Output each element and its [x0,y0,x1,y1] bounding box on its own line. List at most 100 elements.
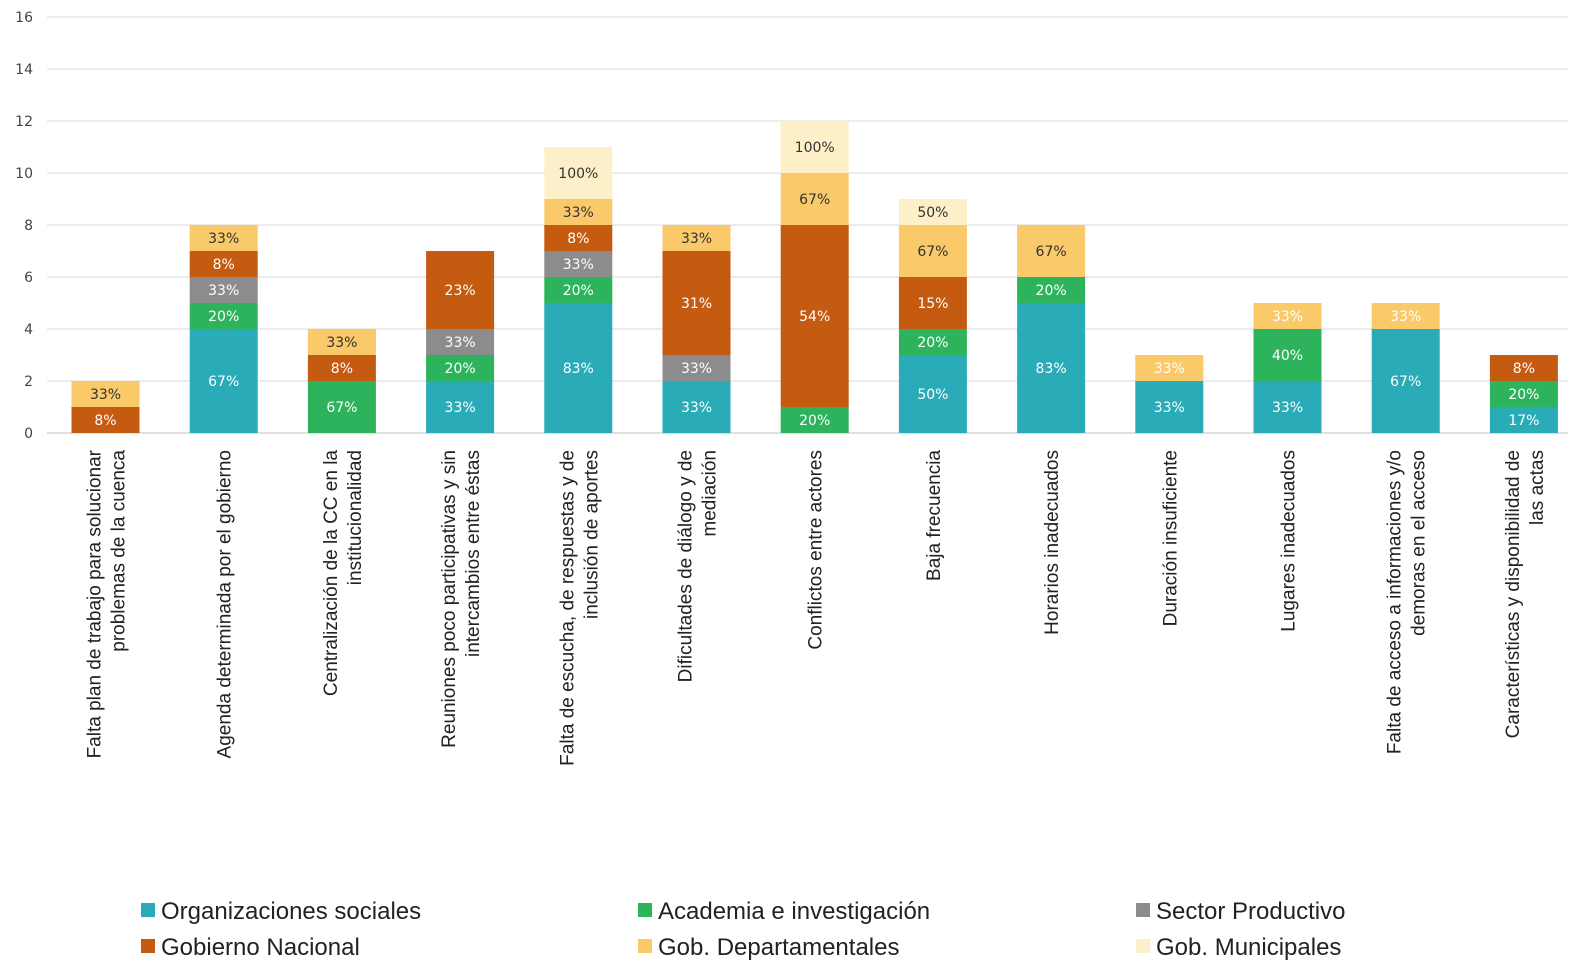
legend-label: Organizaciones sociales [161,898,421,925]
segment-label: 67% [1390,374,1421,390]
bar-segment [1489,407,1558,433]
bar-segment [780,225,849,407]
segment-label: 40% [1272,348,1303,364]
bar-segment [780,121,849,173]
segment-label: 33% [563,205,594,221]
bar-segment [544,225,613,251]
segment-label: 20% [445,361,476,377]
category-label: institucionalidad [345,450,366,585]
bar-segments [71,121,1558,433]
segment-label: 67% [208,374,239,390]
bar-segment [1135,381,1204,433]
segment-label: 8% [567,231,589,247]
bar-segment [426,329,495,355]
segment-label: 33% [1390,309,1421,325]
y-axis-tick-labels: 0 2 4 6 8 10 12 14 16 [15,10,33,442]
segment-label: 33% [1154,400,1185,416]
y-tick-label: 10 [15,166,33,182]
bar-segment [426,381,495,433]
bar-segment [662,381,731,433]
segment-label: 33% [445,335,476,351]
legend-label: Gob. Municipales [1156,934,1341,961]
segment-label: 20% [917,335,948,351]
bar-segment [780,407,849,433]
category-label: las actas [1527,450,1548,525]
bar-segment [1371,303,1440,329]
legend-label: Academia e investigación [658,898,930,925]
category-label: inclusión de aportes [581,450,602,619]
segment-label: 31% [681,296,712,312]
category-label: demoras en el acceso [1409,450,1430,636]
category-label: Falta de acceso a informaciones y/o [1385,450,1406,754]
bar-segment [662,251,731,355]
bar-segment [189,225,258,251]
bar-segment [189,303,258,329]
bar-segment [898,329,967,355]
bar-segment [1253,329,1322,381]
bar-segment [307,329,376,355]
bar-segment [662,225,731,251]
segment-label: 20% [1036,283,1067,299]
bar-segment [307,355,376,381]
legend-label: Gobierno Nacional [161,934,360,961]
segment-label: 100% [558,166,598,182]
y-tick-label: 16 [15,10,33,26]
bar-segment [1017,225,1086,277]
bar-segment [1253,381,1322,433]
category-label: Horarios inadecuados [1042,450,1063,635]
segment-label: 33% [90,387,121,403]
bar-segment [544,277,613,303]
segment-label: 100% [795,140,835,156]
segment-label: 15% [917,296,948,312]
bar-segment [71,407,140,433]
segment-label: 83% [563,361,594,377]
bar-segment [898,355,967,433]
category-label: mediación [700,450,721,537]
bar-segment [1489,355,1558,381]
segment-label: 33% [1272,309,1303,325]
legend-swatch [1136,939,1150,953]
bar-segment [189,251,258,277]
category-label: intercambios entre éstas [463,450,484,657]
category-label: Duración insuficiente [1160,450,1181,626]
segment-label: 83% [1036,361,1067,377]
segment-label: 33% [326,335,357,351]
bar-segment [1371,329,1440,433]
bar-segment [780,173,849,225]
legend-swatch [638,903,652,917]
bar-segment [426,355,495,381]
bar-segment [662,355,731,381]
segment-label: 67% [799,192,830,208]
y-tick-label: 4 [24,322,33,338]
legend-swatch [141,939,155,953]
category-label: Características y disponibilidad de [1503,450,1524,738]
bar-segment [544,147,613,199]
segment-label: 67% [917,244,948,260]
category-label: Reuniones poco participativas y sin [439,450,460,748]
segment-label: 20% [1508,387,1539,403]
bar-segment [544,199,613,225]
segment-label: 33% [208,231,239,247]
bar-segment [189,277,258,303]
segment-label: 8% [213,257,235,273]
bar-segment [1489,381,1558,407]
segment-label: 33% [1272,400,1303,416]
y-tick-label: 14 [15,62,33,78]
segment-label: 33% [681,400,712,416]
segment-labels: 8% 33% 67% 20% 33% 8% 33% 67% 8% 33% 33% 20% 33% 23% 8… [90,140,1540,429]
bar-segment [544,303,613,433]
bar-segment [71,381,140,407]
x-axis-category-labels: Falta plan de trabajo para solucionar pro… [85,449,1548,765]
segment-label: 20% [799,413,830,429]
bar-segment [1017,277,1086,303]
category-label: Agenda determinada por el gobierno [215,450,236,758]
bar-segment [544,251,613,277]
category-label: problemas de la cuenca [109,450,130,652]
bar-segment [898,277,967,329]
segment-label: 50% [917,205,948,221]
bar-segment [898,199,967,225]
segment-label: 8% [331,361,353,377]
bar-segment [1253,303,1322,329]
legend-label: Sector Productivo [1156,898,1345,925]
